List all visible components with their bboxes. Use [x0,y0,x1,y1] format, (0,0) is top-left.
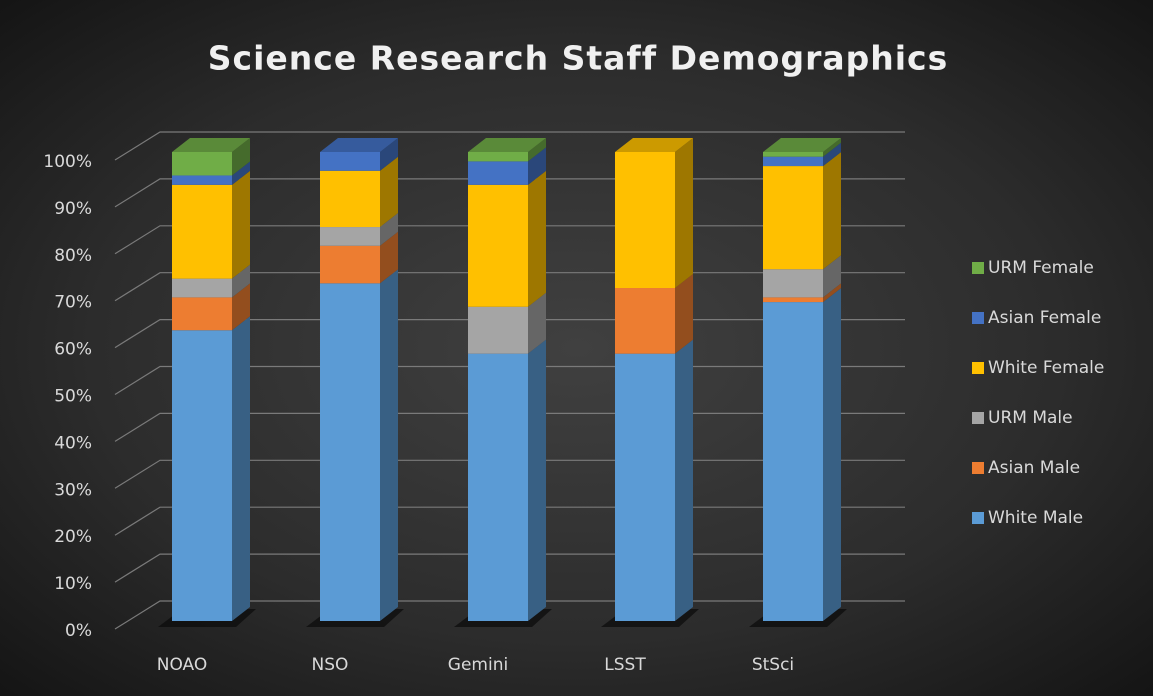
bar-segment-side [232,138,250,176]
legend-label: URM Male [988,408,1073,428]
bar-top [615,138,693,152]
bar-segment-side [823,288,841,621]
bar-segment [763,269,823,298]
bar-segment-side [232,170,250,279]
chart-title: Science Research Staff Demographics [208,39,949,78]
y-tick-label: 70% [54,293,92,313]
legend-swatch [972,412,984,424]
bar-segment-side [823,152,841,270]
bar-segment-side [675,339,693,621]
bar-segment [320,170,380,228]
legend-swatch [972,362,984,374]
bar-segment [763,166,823,270]
y-tick-label: 100% [43,152,92,172]
bar-segment-side [380,231,398,284]
bar-segment [172,175,232,185]
bar-segment [763,302,823,621]
bar-segment [172,330,232,621]
bar-segment-side [823,255,841,298]
x-tick-label: NOAO [157,655,208,675]
legend-swatch [972,262,984,274]
y-tick-label: 20% [54,527,92,547]
bar-segment-side [823,138,841,157]
bar-top [172,138,250,152]
bar-segment-side [232,161,250,185]
bar-segment [320,245,380,284]
legend-label: URM Female [988,258,1094,278]
bar-segment-side [380,156,398,228]
bar-segment [763,152,823,157]
bar-segment [468,152,528,162]
bar-segment-side [380,138,398,171]
legend-swatch [972,512,984,524]
bar-segment-side [528,170,546,307]
bar-segment [468,353,528,621]
bar-segment [468,184,528,307]
bar-segment-side [823,142,841,167]
bar-segment [172,152,232,176]
bar-segment [468,161,528,185]
bar-segment-side [675,274,693,354]
bar-segment-side [232,283,250,331]
grid-line [114,131,905,161]
bar-segment [320,152,380,171]
y-tick-label: 90% [54,199,92,219]
bar-segment-side [232,316,250,621]
bar-segment-side [675,138,693,289]
legend-swatch [972,462,984,474]
legend-label: Asian Male [988,458,1080,478]
legend-label: White Female [988,358,1104,378]
bar-top [763,138,841,152]
y-tick-label: 10% [54,574,92,594]
legend-swatch [972,312,984,324]
bar-segment-side [232,264,250,298]
bar-segment-side [380,213,398,246]
bar-segment [172,184,232,279]
bar-segment [172,278,232,298]
bar-segment-side [528,147,546,185]
bar-segment [615,288,675,354]
x-tick-label: NSO [312,655,349,675]
bar-segment [763,297,823,303]
legend-label: Asian Female [988,308,1101,328]
bar-segment [615,152,675,289]
bar-segment-side [380,269,398,621]
bar-segment-side [528,292,546,354]
y-tick-label: 40% [54,433,92,453]
bar-segment [172,297,232,331]
bar-top [468,138,546,152]
bar-segment [320,283,380,621]
y-tick-label: 30% [54,480,92,500]
legend-label: White Male [988,508,1083,528]
y-tick-label: 50% [54,387,92,407]
bar-segment [468,306,528,354]
bar-top [320,138,398,152]
bar-segment-side [528,138,546,162]
bar-segment [763,156,823,167]
bar-segment-side [823,283,841,303]
bar-segment [615,353,675,621]
x-tick-label: LSST [604,655,646,675]
x-tick-label: Gemini [448,655,508,675]
y-tick-label: 80% [54,246,92,266]
x-tick-label: StSci [752,655,794,675]
bar-segment-side [528,339,546,621]
y-tick-label: 60% [54,340,92,360]
y-tick-label: 0% [65,621,92,641]
bar-segment [320,227,380,246]
